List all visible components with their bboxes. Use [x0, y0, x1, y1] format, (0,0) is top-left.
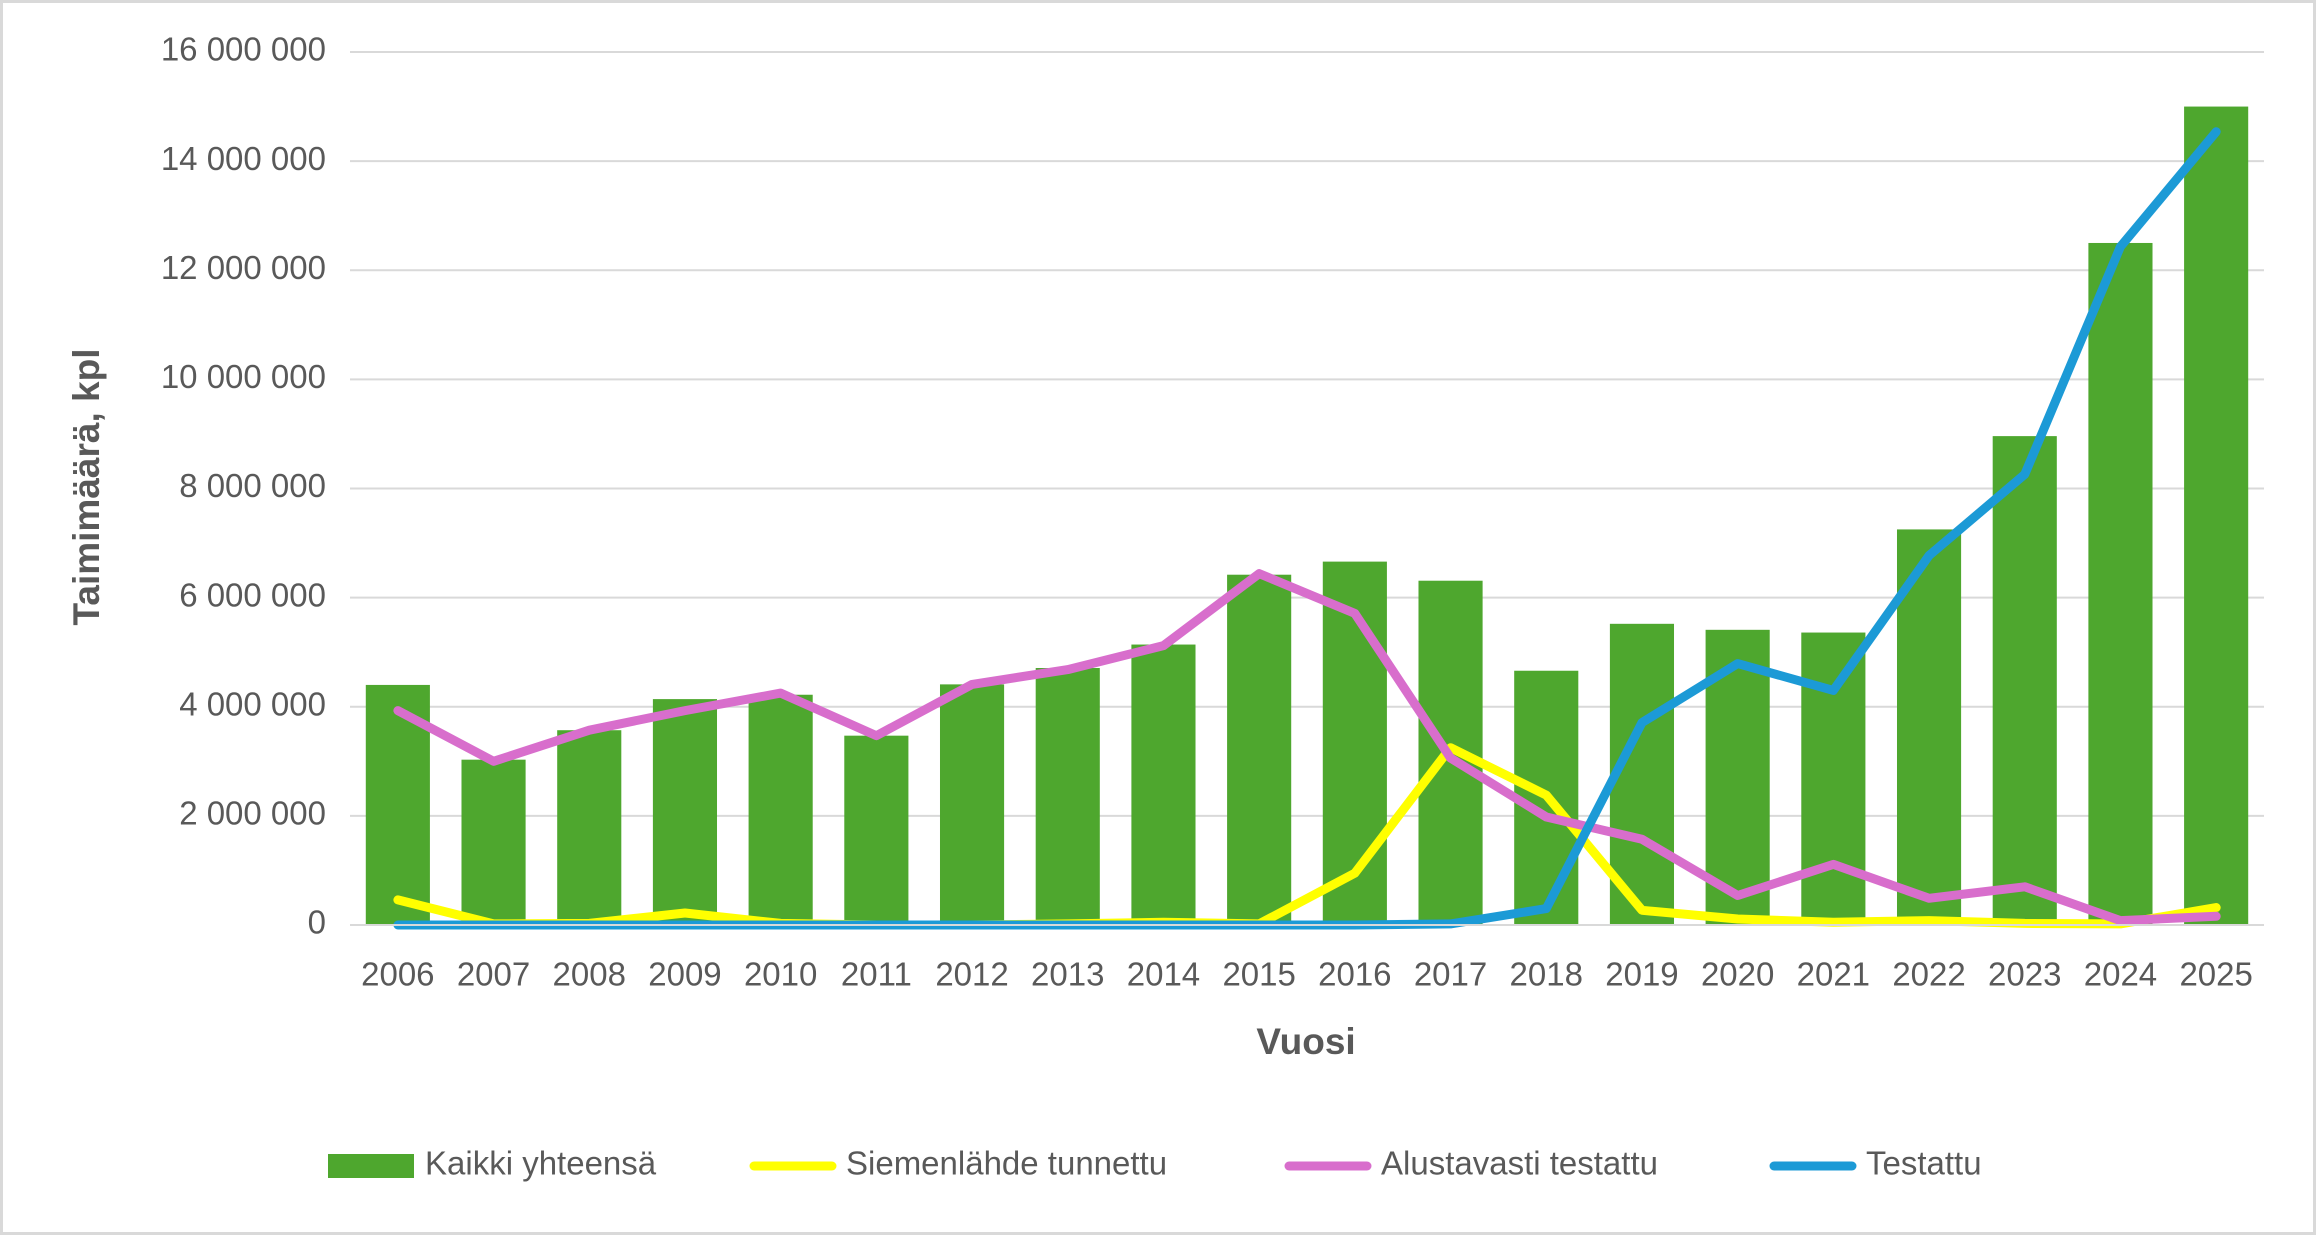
- bar: [748, 694, 813, 925]
- bar: [1131, 644, 1196, 925]
- bar: [1992, 436, 2057, 925]
- x-tick-label: 2018: [1510, 956, 1583, 993]
- y-tick-label: 16 000 000: [161, 31, 326, 68]
- x-tick-label: 2007: [457, 956, 530, 993]
- x-tick-label: 2017: [1414, 956, 1487, 993]
- line: [393, 743, 2221, 930]
- legend-label: Alustavasti testattu: [1381, 1145, 1658, 1182]
- bar: [939, 684, 1005, 925]
- bar: [1801, 632, 1866, 925]
- x-tick-label: 2023: [1988, 956, 2061, 993]
- y-tick-label: 2 000 000: [179, 795, 326, 832]
- bar: [2088, 242, 2153, 925]
- y-tick-label: 0: [308, 904, 326, 941]
- x-tick-label: 2015: [1222, 956, 1295, 993]
- bar: [2184, 106, 2249, 925]
- bar: [557, 730, 622, 925]
- bar: [461, 759, 526, 925]
- x-tick-label: 2022: [1892, 956, 1965, 993]
- x-tick-label: 2006: [361, 956, 434, 993]
- y-tick-label: 8 000 000: [179, 467, 326, 504]
- line: [393, 569, 2221, 926]
- x-tick-label: 2021: [1797, 956, 1870, 993]
- x-tick-label: 2024: [2084, 956, 2157, 993]
- y-tick-label: 14 000 000: [161, 140, 326, 177]
- x-tick-label: 2014: [1127, 956, 1200, 993]
- y-tick-label: 4 000 000: [179, 685, 326, 722]
- legend-swatch: [328, 1154, 414, 1178]
- legend-label: Testattu: [1866, 1145, 1982, 1182]
- bar: [652, 699, 718, 925]
- x-tick-label: 2011: [841, 956, 912, 993]
- x-tick-label: 2013: [1031, 956, 1104, 993]
- legend-label: Kaikki yhteensä: [425, 1145, 657, 1182]
- y-tick-label: 6 000 000: [179, 576, 326, 613]
- x-tick-label: 2009: [648, 956, 721, 993]
- x-tick-label: 2008: [553, 956, 626, 993]
- y-tick-label: 12 000 000: [161, 249, 326, 286]
- x-axis-title: Vuosi: [1256, 1021, 1355, 1062]
- y-tick-label: 10 000 000: [161, 358, 326, 395]
- x-tick-label: 2025: [2179, 956, 2252, 993]
- x-tick-label: 2012: [935, 956, 1008, 993]
- legend-label: Siemenlähde tunnettu: [846, 1145, 1167, 1182]
- bar: [1609, 623, 1675, 925]
- x-tick-label: 2010: [744, 956, 817, 993]
- bar: [1035, 668, 1100, 925]
- x-tick-label: 2020: [1701, 956, 1774, 993]
- x-tick-label: 2019: [1605, 956, 1678, 993]
- bar: [1322, 561, 1387, 925]
- bar: [1896, 529, 1962, 925]
- bar: [844, 735, 909, 925]
- bar: [1227, 574, 1292, 925]
- y-axis-title: Taimimäärä, kpl: [66, 349, 107, 626]
- x-tick-label: 2016: [1318, 956, 1391, 993]
